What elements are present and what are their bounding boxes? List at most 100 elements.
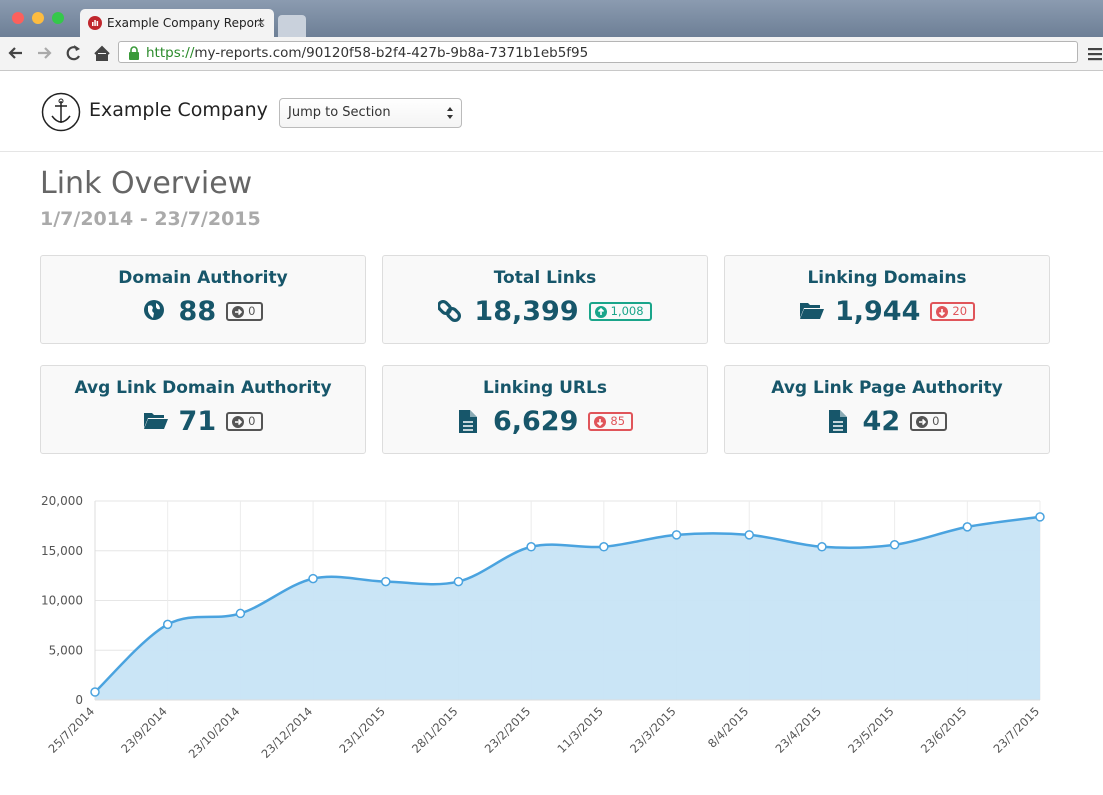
change-value: 1,008 [611,304,644,319]
y-tick-label: 0 [75,693,83,707]
stat-card: Avg Link Page Authority 42 0 [724,365,1050,454]
data-point [963,523,971,531]
trend-icon [232,306,244,318]
card-value-row: 6,629 85 [383,406,707,437]
card-title: Avg Link Page Authority [725,378,1049,398]
site-header: Example Company Jump to Section [0,71,1103,152]
tab-title: Example Company Report [107,16,264,30]
change-value: 85 [610,414,625,429]
x-tick-label: 23/10/2014 [186,704,243,761]
card-icon [799,299,825,325]
x-tick-label: 23/3/2015 [627,704,679,756]
data-point [309,575,317,583]
select-arrows [446,106,454,120]
new-tab[interactable] [278,15,306,37]
x-tick-label: 25/7/2014 [46,704,98,756]
tab[interactable]: Example Company Report ✕ [80,9,274,37]
data-point [454,578,462,586]
lock-icon [128,46,140,60]
card-title: Linking Domains [725,268,1049,288]
tab-favicon [88,16,102,30]
area [95,517,1040,700]
x-tick-label: 28/1/2015 [409,704,461,756]
address-bar[interactable]: https://my-reports.com/90120f58-b2f4-427… [118,41,1078,63]
change-value: 0 [248,304,255,319]
icon [799,299,825,325]
change-icon [595,306,607,318]
data-point [1036,513,1044,521]
data-point [236,609,244,617]
data-point [745,531,753,539]
change-badge: 0 [910,412,947,431]
stat-card: Domain Authority 88 0 [40,255,366,344]
line [95,517,1040,692]
change-badge: 0 [226,412,263,431]
forward-button[interactable] [38,48,50,58]
card-value-row: 42 0 [725,406,1049,437]
change-badge: 0 [226,302,263,321]
card-value: 71 [179,406,217,437]
card-value-row: 71 0 [41,406,365,437]
change-badge: 1,008 [589,302,652,321]
card-icon [827,409,853,435]
zoom-button[interactable] [52,12,64,24]
data-point [600,543,608,551]
x-tick-label: 11/3/2015 [554,704,606,756]
data-point [164,620,172,628]
data-point [818,543,826,551]
change-icon [232,306,244,318]
card-title: Domain Authority [41,268,365,288]
tab-close[interactable]: ✕ [256,9,266,37]
x-tick-label: 23/2/2015 [482,704,534,756]
change-value: 0 [932,414,939,429]
change-value: 0 [248,414,255,429]
change-icon [232,416,244,428]
close-button[interactable] [12,12,24,24]
data-point [673,531,681,539]
date-range: 1/7/2014 - 23/7/2015 [40,208,261,230]
menu-button[interactable] [1088,47,1102,61]
card-icon [143,409,169,435]
card-title: Linking URLs [383,378,707,398]
card-title: Avg Link Domain Authority [41,378,365,398]
stat-card: Avg Link Domain Authority 71 0 [40,365,366,454]
icon [827,409,853,435]
y-tick-label: 10,000 [41,594,83,608]
x-tick-label: 23/6/2015 [918,704,970,756]
icon [457,409,483,435]
card-value: 88 [179,296,217,327]
change-value: 20 [952,304,967,319]
jump-select[interactable]: Jump to Section [279,98,462,128]
x-tick-label: 23/9/2014 [118,704,170,756]
minimize-button[interactable] [32,12,44,24]
page-title: Link Overview [40,166,252,201]
card-value: 6,629 [493,406,578,437]
title-bar: Example Company Report ✕ [0,0,1103,37]
home-button[interactable] [95,47,109,60]
data-point [382,578,390,586]
icon [143,409,169,435]
trend-icon [595,306,607,318]
change-badge: 20 [930,302,975,321]
y-tick-label: 20,000 [41,494,83,508]
x-tick-label: 8/4/2015 [705,704,751,750]
card-value: 42 [863,406,901,437]
back-button[interactable] [10,48,22,58]
card-title: Total Links [383,268,707,288]
trend-icon [916,416,928,428]
card-value: 18,399 [474,296,578,327]
card-value: 1,944 [835,296,920,327]
nav-buttons [0,37,110,70]
stat-card: Linking URLs 6,629 85 [382,365,708,454]
company-logo [41,92,81,132]
stat-card: Total Links 18,399 1,008 [382,255,708,344]
icon [438,299,464,325]
url-path: my-reports.com/90120f58-b2f4-427b-9b8a-7… [194,45,588,61]
card-icon [143,299,169,325]
x-tick-label: 23/4/2015 [772,704,824,756]
x-tick-label: 23/7/2015 [991,704,1043,756]
card-icon [457,409,483,435]
x-tick-label: 23/1/2015 [336,704,388,756]
jump-select-label: Jump to Section [288,105,391,120]
